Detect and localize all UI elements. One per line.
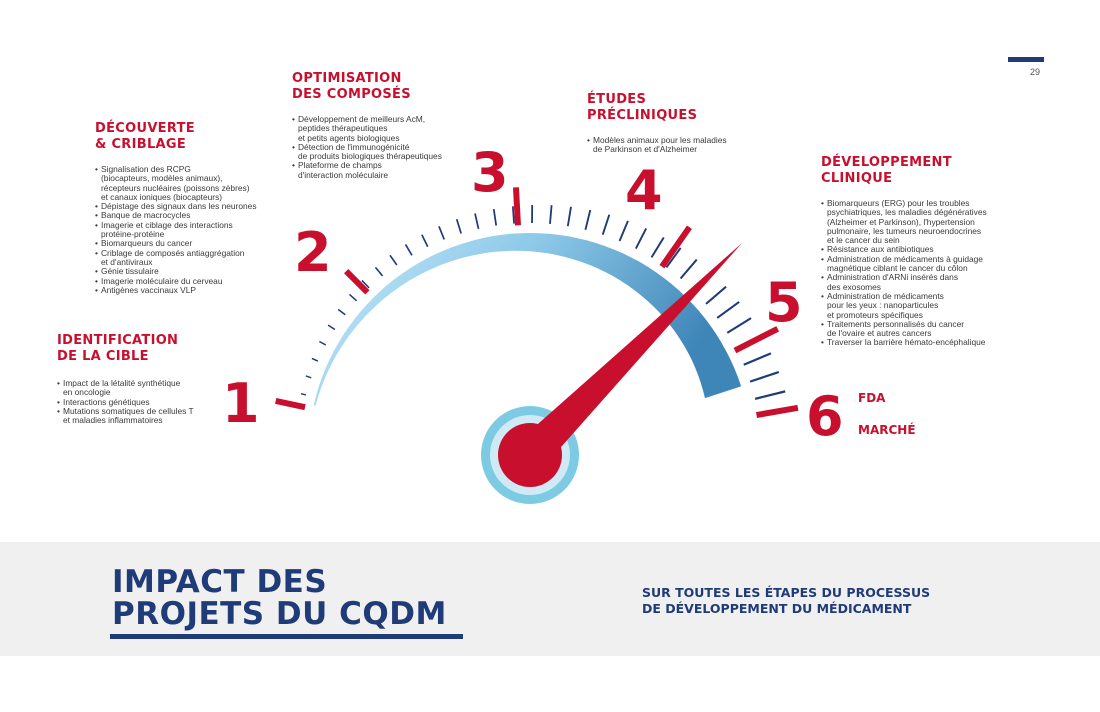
- gauge-tick: [716, 301, 740, 319]
- gauge-tick: [421, 234, 429, 248]
- gauge-major-tick-4: [659, 225, 692, 269]
- list-item: Traitements personnalisés du cancer de l…: [821, 319, 1061, 339]
- gauge-tick: [566, 206, 572, 227]
- gauge-tick: [474, 213, 480, 229]
- gauge-tick: [634, 228, 648, 250]
- gauge-tick: [337, 308, 346, 316]
- title-underline: [110, 634, 463, 639]
- list-item: Mutations somatiques de cellules T et ma…: [57, 406, 297, 426]
- list-item: Antigènes vaccinaux VLP: [95, 285, 335, 295]
- speedometer-gauge: [275, 187, 799, 504]
- list-item: Administration de médicaments pour les y…: [821, 291, 1061, 320]
- stage-3-title: OPTIMISATION DES COMPOSÉS: [292, 71, 411, 102]
- gauge-major-tick-2: [344, 269, 370, 295]
- list-item: Impact de la létalité synthétique en onc…: [57, 378, 297, 398]
- stage-1-list: Impact de la létalité synthétique en onc…: [57, 378, 297, 426]
- gauge-tick: [319, 340, 327, 346]
- gauge-tick: [650, 236, 665, 258]
- gauge-tick: [438, 225, 445, 240]
- stage-4-list: Modèles animaux pour les maladies de Par…: [587, 135, 827, 155]
- gauge-major-tick-5: [733, 326, 780, 354]
- gauge-hub-center: [498, 423, 562, 487]
- list-item: Traverser la barrière hémato-encéphaliqu…: [821, 338, 1061, 348]
- list-item: Dépistage des signaux dans les neurones: [95, 201, 335, 211]
- gauge-tick: [404, 243, 413, 256]
- gauge-tick: [300, 392, 307, 396]
- list-item: Détection de l'immunogénicité de produit…: [292, 142, 532, 162]
- gauge-tick: [601, 214, 611, 235]
- page-title: IMPACT DES PROJETS DU CQDM: [112, 564, 447, 632]
- stage-number-5: 5: [765, 271, 803, 334]
- stage-4-block: ÉTUDES PRÉCLINIQUES Modèles animaux pour…: [587, 92, 827, 155]
- stage-3-block: OPTIMISATION DES COMPOSÉS Développement …: [292, 71, 532, 180]
- list-item: Développement de meilleurs AcM, peptides…: [292, 114, 532, 143]
- list-item: Administration d'ARNi insérés dans des e…: [821, 273, 1061, 292]
- stage-5-list: Biomarqueurs (ERG) pour les troubles psy…: [821, 198, 1061, 348]
- list-item: Résistance aux antibiotiques: [821, 245, 1061, 255]
- page-subtitle: SUR TOUTES LES ÉTAPES DU PROCESSUS DE DÉ…: [642, 585, 931, 616]
- gauge-tick: [749, 371, 780, 383]
- list-item: Banque de macrocycles: [95, 211, 335, 221]
- stage-number-6: 6: [806, 385, 844, 448]
- page-number-bar: [1008, 57, 1044, 62]
- gauge-tick: [327, 324, 336, 331]
- gauge-tick: [389, 254, 398, 266]
- stage-1-block: IDENTIFICATION DE LA CIBLE Impact de la …: [57, 333, 297, 425]
- page-number: 29: [1030, 67, 1041, 77]
- stage-number-4: 4: [625, 159, 663, 222]
- gauge-tick: [584, 209, 592, 230]
- gauge-tick: [726, 317, 752, 334]
- stage-1-title: IDENTIFICATION DE LA CIBLE: [57, 333, 179, 364]
- list-item: Signalisation des RCPG (biocapteurs, mod…: [95, 164, 335, 202]
- stage-5-title: DÉVELOPPEMENT CLINIQUE: [821, 155, 952, 186]
- list-item: Imagerie et ciblage des interactions pro…: [95, 220, 335, 240]
- gauge-major-tick-6: [755, 404, 799, 419]
- gauge-tick: [311, 357, 319, 362]
- list-item: Imagerie moléculaire du cerveau: [95, 276, 335, 286]
- stage-2-list: Signalisation des RCPG (biocapteurs, mod…: [95, 164, 335, 295]
- gauge-tick: [455, 218, 462, 234]
- gauge-needle: [517, 242, 743, 468]
- gauge-tick: [361, 279, 370, 289]
- gauge-tick: [305, 375, 312, 379]
- list-item: Biomarqueurs (ERG) pour les troubles psy…: [821, 198, 1061, 245]
- gauge-tick: [374, 266, 384, 277]
- stage-6-label-marche: MARCHÉ: [858, 423, 916, 437]
- stage-6-label-fda: FDA: [858, 391, 886, 405]
- list-item: Plateforme de champs d'interaction moléc…: [292, 161, 532, 180]
- list-item: Modèles animaux pour les maladies de Par…: [587, 135, 827, 155]
- stage-3-list: Développement de meilleurs AcM, peptides…: [292, 114, 532, 180]
- list-item: Génie tissulaire: [95, 266, 335, 276]
- gauge-tick: [754, 390, 786, 400]
- gauge-tick: [705, 285, 727, 305]
- gauge-tick: [511, 206, 515, 224]
- stage-4-title: ÉTUDES PRÉCLINIQUES: [587, 92, 698, 123]
- list-item: Administration de médicaments à guidage …: [821, 254, 1061, 274]
- gauge-tick: [618, 220, 629, 242]
- gauge-tick: [665, 247, 682, 268]
- list-item: Interactions génétiques: [57, 397, 297, 407]
- gauge-tick: [743, 352, 772, 366]
- stage-5-block: DÉVELOPPEMENT CLINIQUE Biomarqueurs (ERG…: [821, 155, 1061, 348]
- gauge-tick: [679, 258, 698, 280]
- gauge-tick: [549, 205, 553, 224]
- gauge-major-tick-3: [512, 187, 521, 226]
- list-item: Biomarqueurs du cancer: [95, 239, 335, 249]
- gauge-arc: [313, 233, 742, 406]
- list-item: Criblage de composés antiaggrégation et …: [95, 248, 335, 268]
- gauge-tick: [492, 209, 498, 226]
- stage-2-title: DÉCOUVERTE & CRIBLAGE: [95, 121, 195, 152]
- gauge-tick: [348, 293, 358, 302]
- stage-2-block: DÉCOUVERTE & CRIBLAGE Signalisation des …: [95, 121, 335, 295]
